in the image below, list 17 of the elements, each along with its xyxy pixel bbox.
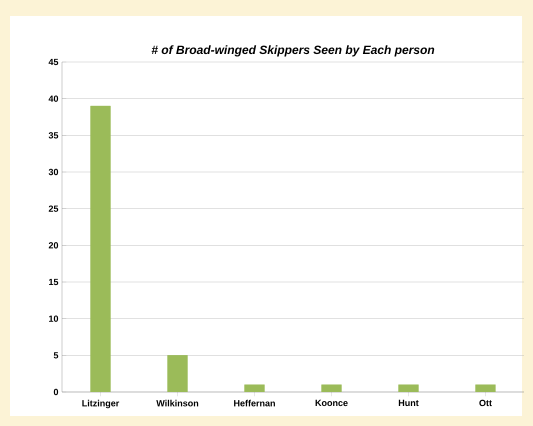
x-tick-label: Litzinger <box>82 400 120 408</box>
y-tick-label: 40 <box>48 95 58 102</box>
y-tick-label: 25 <box>48 205 58 212</box>
y-tick-label: 5 <box>54 352 58 358</box>
y-tick-label: 10 <box>49 315 58 322</box>
y-tick-label: 20 <box>48 242 58 249</box>
y-tick-label: 45 <box>48 58 58 66</box>
x-tick-label: Hunt <box>398 400 419 406</box>
y-tick-label: 0 <box>54 388 58 396</box>
y-tick-label: 30 <box>48 168 58 176</box>
x-tick-label: Koonce <box>316 400 348 406</box>
x-tick-label: Heffernan <box>234 400 275 406</box>
y-tick-label: 15 <box>49 278 58 286</box>
x-tick-label: Ott <box>479 400 492 406</box>
y-tick-label: 35 <box>48 132 58 139</box>
x-tick-label: Wilkinson <box>156 400 198 406</box>
chart-title: # of Broad-winged Skippers Seen by Each person <box>152 45 434 56</box>
